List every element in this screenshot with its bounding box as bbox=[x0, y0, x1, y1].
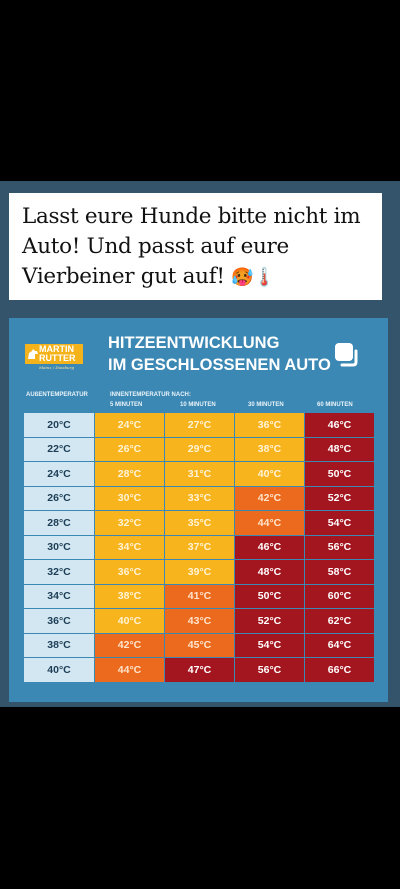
logo-subtitle: Mainz / Duisburg bbox=[39, 365, 75, 370]
inside-temp-cell: 44°C bbox=[235, 511, 304, 535]
inside-temp-cell: 56°C bbox=[235, 658, 304, 682]
logo-line-2: RUTTER bbox=[39, 353, 76, 363]
inside-temp-cell: 39°C bbox=[165, 560, 234, 584]
inside-temp-cell: 42°C bbox=[95, 633, 164, 657]
inside-temp-cell: 46°C bbox=[305, 413, 374, 437]
inside-temp-cell: 56°C bbox=[305, 535, 374, 559]
inside-temp-cell: 50°C bbox=[235, 584, 304, 608]
inside-temp-cell: 45°C bbox=[165, 633, 234, 657]
inside-temp-cell: 62°C bbox=[305, 609, 374, 633]
outside-temp-cell: 34°C bbox=[24, 584, 94, 608]
inside-temp-cell: 28°C bbox=[95, 462, 164, 486]
hot-face-thermometer-emoji: 🥵🌡️ bbox=[231, 267, 276, 288]
caption-line-2: Auto! Und passt auf eure bbox=[22, 234, 289, 259]
poster-title: HITZEENTWICKLUNG IM GESCHLOSSENEN AUTO bbox=[108, 332, 338, 376]
inside-temp-cell: 38°C bbox=[235, 437, 304, 461]
caption-line-3-text: Vierbeiner gut auf! bbox=[22, 264, 225, 289]
inside-temp-cell: 26°C bbox=[95, 437, 164, 461]
inside-temp-cell: 42°C bbox=[235, 486, 304, 510]
inside-temp-cell: 40°C bbox=[235, 462, 304, 486]
outside-temp-cell: 40°C bbox=[24, 658, 94, 682]
logo-box bbox=[25, 344, 83, 364]
inside-temp-cell: 48°C bbox=[235, 560, 304, 584]
inside-temp-cell: 24°C bbox=[95, 413, 164, 437]
inside-temp-cell: 66°C bbox=[305, 658, 374, 682]
inside-temp-cell: 33°C bbox=[165, 486, 234, 510]
caption-line-1: Lasst eure Hunde bitte nicht im bbox=[22, 204, 361, 229]
header-inside: INNENTEMPERATUR NACH: bbox=[110, 392, 191, 398]
outside-temp-cell: 38°C bbox=[24, 633, 94, 657]
inside-temp-cell: 44°C bbox=[95, 658, 164, 682]
inside-temp-cell: 31°C bbox=[165, 462, 234, 486]
outside-temp-cell: 28°C bbox=[24, 511, 94, 535]
inside-temp-cell: 29°C bbox=[165, 437, 234, 461]
inside-temp-cell: 32°C bbox=[95, 511, 164, 535]
inside-temp-cell: 41°C bbox=[165, 584, 234, 608]
header-col-60min: 60 MINUTEN bbox=[317, 402, 353, 408]
inside-temp-cell: 35°C bbox=[165, 511, 234, 535]
inside-temp-cell: 38°C bbox=[95, 584, 164, 608]
outside-temp-cell: 30°C bbox=[24, 535, 94, 559]
temperature-table: 20°C 24°C 27°C 36°C 46°C 22°C 26°C 29°C 38°C 48°C… bbox=[24, 413, 374, 682]
inside-temp-cell: 30°C bbox=[95, 486, 164, 510]
inside-temp-cell: 43°C bbox=[165, 609, 234, 633]
inside-temp-cell: 27°C bbox=[165, 413, 234, 437]
inside-temp-cell: 54°C bbox=[305, 511, 374, 535]
inside-temp-cell: 52°C bbox=[305, 486, 374, 510]
inside-temp-cell: 54°C bbox=[235, 633, 304, 657]
brand-square-icon bbox=[335, 343, 358, 367]
title-line-1: HITZEENTWICKLUNG bbox=[108, 334, 280, 352]
inside-temp-cell: 60°C bbox=[305, 584, 374, 608]
inside-temp-cell: 50°C bbox=[305, 462, 374, 486]
inside-temp-cell: 37°C bbox=[165, 535, 234, 559]
post-caption: Lasst eure Hunde bitte nicht im Auto! Un… bbox=[9, 193, 382, 300]
inside-temp-cell: 40°C bbox=[95, 609, 164, 633]
header-col-5min: 5 MINUTEN bbox=[110, 402, 143, 408]
header-col-30min: 30 MINUTEN bbox=[248, 402, 284, 408]
outside-temp-cell: 22°C bbox=[24, 437, 94, 461]
outside-temp-cell: 32°C bbox=[24, 560, 94, 584]
logo-line-1: MARTIN bbox=[39, 344, 74, 354]
title-line-2: IM GESCHLOSSENEN AUTO bbox=[108, 356, 331, 374]
outside-temp-cell: 20°C bbox=[24, 413, 94, 437]
inside-temp-cell: 48°C bbox=[305, 437, 374, 461]
header-outside: AUßENTEMPERATUR bbox=[26, 392, 88, 398]
inside-temp-cell: 47°C bbox=[165, 658, 234, 682]
dog-silhouette-icon bbox=[28, 349, 38, 359]
inside-temp-cell: 36°C bbox=[235, 413, 304, 437]
inside-temp-cell: 34°C bbox=[95, 535, 164, 559]
outside-temp-cell: 36°C bbox=[24, 609, 94, 633]
header-col-10min: 10 MINUTEN bbox=[180, 402, 216, 408]
inside-temp-cell: 52°C bbox=[235, 609, 304, 633]
caption-line-3: Vierbeiner gut auf! 🥵🌡️ bbox=[22, 262, 374, 293]
martin-rutter-logo: MARTIN RUTTER Mainz / Duisburg bbox=[25, 344, 95, 374]
inside-temp-cell: 58°C bbox=[305, 560, 374, 584]
outside-temp-cell: 24°C bbox=[24, 462, 94, 486]
outside-temp-cell: 26°C bbox=[24, 486, 94, 510]
inside-temp-cell: 64°C bbox=[305, 633, 374, 657]
inside-temp-cell: 46°C bbox=[235, 535, 304, 559]
logo-text: MARTIN RUTTER bbox=[39, 345, 76, 363]
inside-temp-cell: 36°C bbox=[95, 560, 164, 584]
